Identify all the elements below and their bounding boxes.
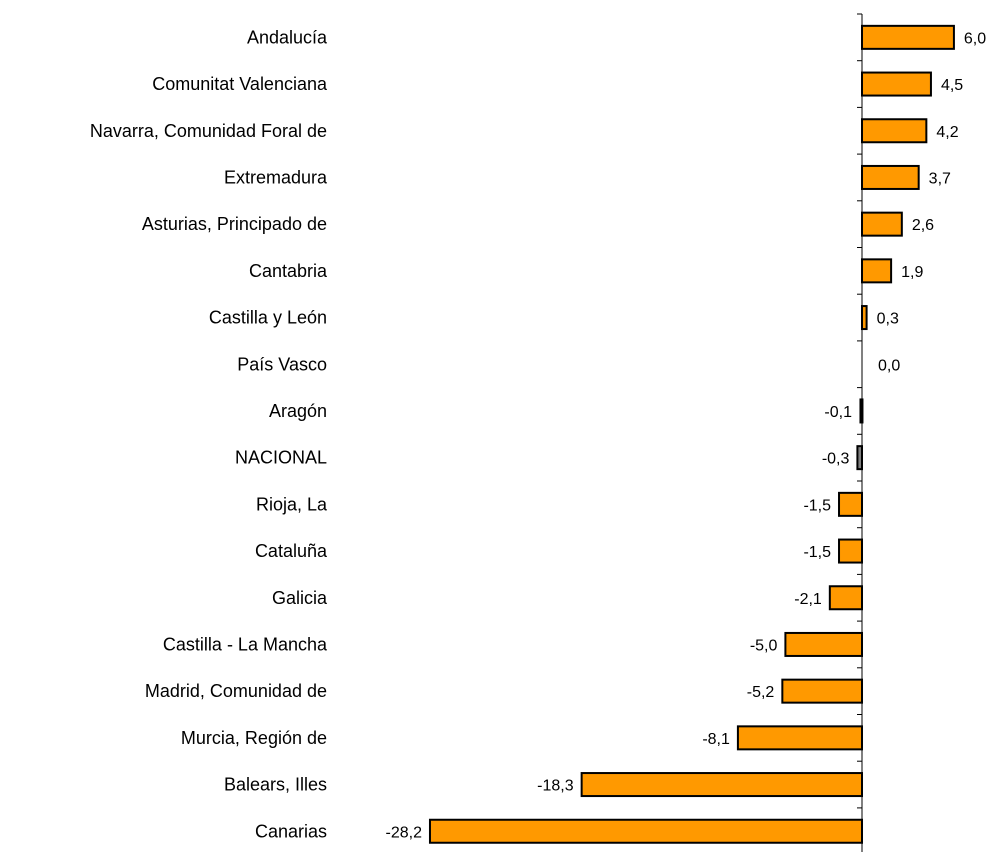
value-label: -1,5 bbox=[803, 544, 831, 561]
bar-14 bbox=[781, 678, 863, 704]
value-label: 0,0 bbox=[878, 357, 900, 374]
category-label: Rioja, La bbox=[256, 494, 328, 514]
bar-16 bbox=[580, 772, 863, 798]
category-label: Galicia bbox=[272, 588, 328, 608]
category-label: Castilla - La Mancha bbox=[163, 634, 328, 654]
value-label: -8,1 bbox=[702, 731, 730, 748]
value-label: -18,3 bbox=[537, 778, 574, 795]
category-label: Andalucía bbox=[247, 27, 328, 47]
bar-6 bbox=[861, 305, 868, 331]
value-label: 6,0 bbox=[964, 30, 986, 47]
bar-10 bbox=[838, 491, 864, 517]
labels-group: Andalucía 6,0 Comunitat Valenciana 4,5 Navar… bbox=[90, 27, 986, 841]
bar-4 bbox=[861, 211, 903, 237]
category-label: Madrid, Comunidad de bbox=[145, 681, 327, 701]
value-label: -28,2 bbox=[386, 824, 423, 841]
bar-9 bbox=[856, 445, 863, 471]
category-label: Canarias bbox=[255, 821, 327, 841]
category-label: Castilla y León bbox=[209, 308, 327, 328]
bar-17 bbox=[428, 818, 863, 844]
category-label: Navarra, Comunidad Foral de bbox=[90, 121, 327, 141]
value-label: 0,3 bbox=[877, 311, 899, 328]
category-label: Comunitat Valenciana bbox=[152, 74, 328, 94]
value-label: -1,5 bbox=[803, 497, 831, 514]
value-label: -2,1 bbox=[794, 591, 822, 608]
bar-13 bbox=[784, 631, 864, 657]
value-label: 3,7 bbox=[929, 170, 951, 187]
value-label: -5,0 bbox=[750, 637, 778, 654]
category-label: Extremadura bbox=[224, 167, 328, 187]
category-label: Asturias, Principado de bbox=[142, 214, 327, 234]
bar-0 bbox=[861, 24, 955, 50]
category-label: Cantabria bbox=[249, 261, 328, 281]
bar-2 bbox=[861, 118, 928, 144]
category-label: Cataluña bbox=[255, 541, 328, 561]
bar-12 bbox=[828, 585, 864, 611]
bar-1 bbox=[861, 71, 932, 97]
category-label: Aragón bbox=[269, 401, 327, 421]
category-label: Balears, Illes bbox=[224, 775, 327, 795]
value-label: -0,3 bbox=[822, 451, 850, 468]
category-label: Murcia, Región de bbox=[181, 728, 327, 748]
category-label: País Vasco bbox=[237, 354, 327, 374]
bar-15 bbox=[736, 725, 864, 751]
value-label: -0,1 bbox=[824, 404, 852, 421]
value-label: 1,9 bbox=[901, 264, 923, 281]
value-label: 4,2 bbox=[936, 124, 958, 141]
value-label: -5,2 bbox=[747, 684, 775, 701]
value-label: 2,6 bbox=[912, 217, 934, 234]
bar-11 bbox=[838, 538, 864, 564]
category-label: NACIONAL bbox=[235, 448, 327, 468]
bar-3 bbox=[861, 164, 920, 190]
bar-5 bbox=[861, 258, 893, 284]
value-axis bbox=[857, 13, 863, 852]
value-label: 4,5 bbox=[941, 77, 963, 94]
bars-group bbox=[428, 24, 955, 844]
